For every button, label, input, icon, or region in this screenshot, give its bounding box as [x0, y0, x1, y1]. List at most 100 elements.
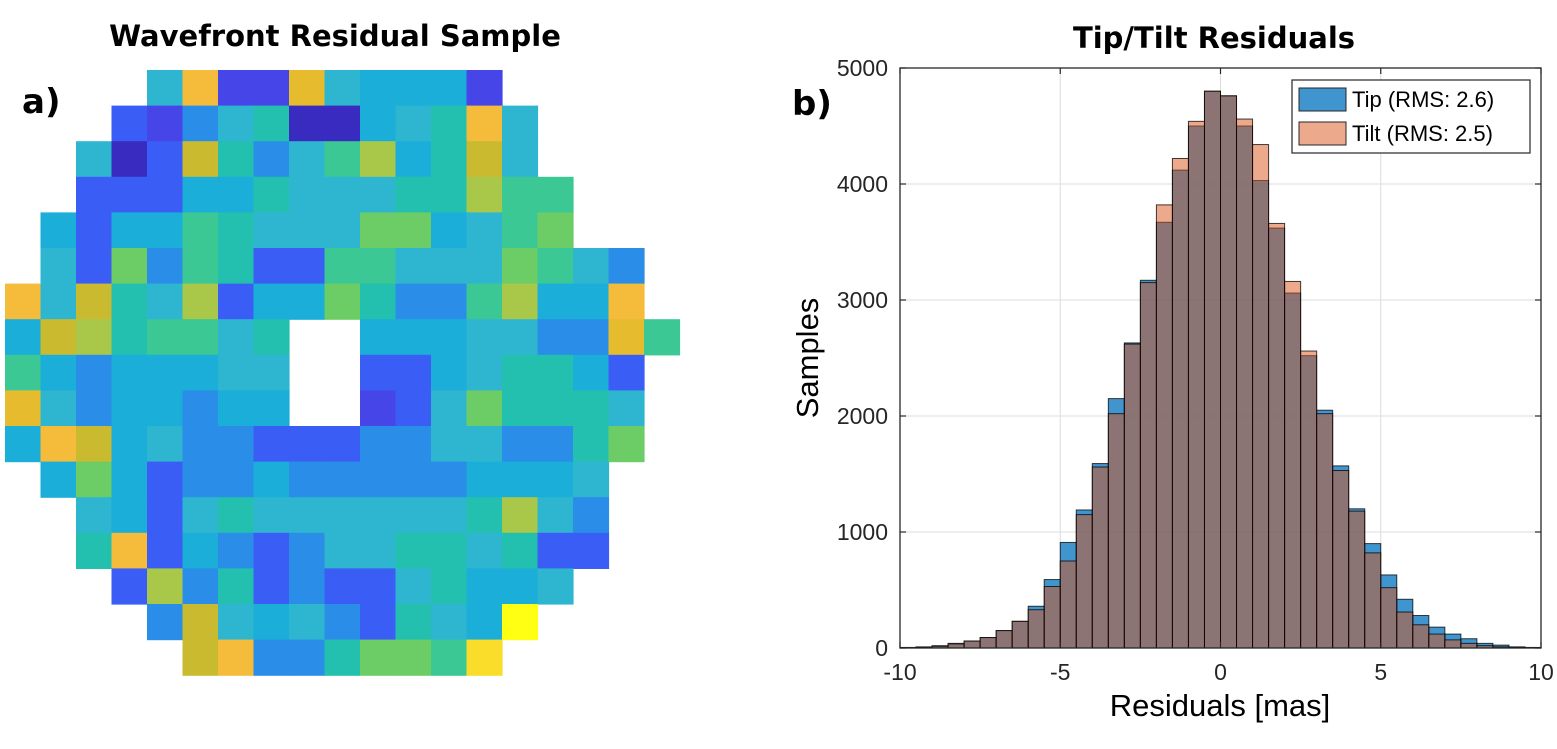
heatmap-cell: [395, 319, 432, 356]
heatmap-cell: [537, 390, 574, 427]
heatmap-cell: [466, 283, 503, 320]
heatmap-cell: [218, 70, 255, 107]
heatmap-cell: [608, 426, 645, 463]
bar-tilt: [1300, 350, 1318, 649]
heatmap-cell: [76, 319, 113, 356]
heatmap-cell: [395, 283, 432, 320]
heatmap-cell: [147, 283, 184, 320]
heatmap-cell: [289, 70, 326, 107]
heatmap-cell: [76, 497, 113, 534]
heatmap-cell: [466, 141, 503, 178]
heatmap-cell: [360, 248, 397, 285]
heatmap-cell: [147, 105, 184, 142]
heatmap-cell: [573, 248, 610, 285]
heatmap-cell: [182, 176, 219, 213]
heatmap-cell: [360, 639, 397, 676]
heatmap-cell: [395, 354, 432, 391]
heatmap-cell: [573, 532, 610, 569]
bar-tilt: [1444, 639, 1462, 649]
heatmap-cell: [324, 141, 361, 178]
heatmap-cell: [289, 176, 326, 213]
heatmap-cell: [502, 497, 539, 534]
heatmap-cell: [395, 497, 432, 534]
heatmap-cell: [573, 390, 610, 427]
heatmap-cell: [289, 568, 326, 605]
heatmap-cell: [218, 390, 255, 427]
heatmap-cell: [182, 532, 219, 569]
heatmap-cell: [502, 283, 539, 320]
heatmap-cell: [502, 176, 539, 213]
heatmap-cell: [40, 461, 77, 498]
y-tick-label: 3000: [837, 287, 888, 313]
heatmap-cell: [253, 319, 290, 356]
heatmap-cell: [431, 176, 468, 213]
heatmap-cell: [573, 497, 610, 534]
heatmap-cell: [395, 532, 432, 569]
heatmap-cell: [431, 141, 468, 178]
heatmap-cell: [253, 105, 290, 142]
heatmap-cell: [218, 141, 255, 178]
legend: Tip (RMS: 2.6) Tilt (RMS: 2.5): [1291, 79, 1531, 154]
heatmap-cell: [324, 604, 361, 641]
heatmap-cell: [289, 639, 326, 676]
heatmap-cell: [431, 248, 468, 285]
heatmap-cell: [5, 283, 42, 320]
heatmap-cell: [182, 461, 219, 498]
heatmap-cell: [76, 248, 113, 285]
y-tick-label: 1000: [837, 519, 888, 545]
heatmap-cell: [537, 426, 574, 463]
heatmap-cell: [360, 176, 397, 213]
heatmap-cell: [218, 283, 255, 320]
heatmap-cell: [360, 390, 397, 427]
heatmap-cell: [218, 497, 255, 534]
heatmap-cell: [466, 176, 503, 213]
heatmap-cell: [111, 319, 148, 356]
heatmap-cell: [395, 568, 432, 605]
heatmap-cell: [395, 248, 432, 285]
heatmap-cell: [431, 105, 468, 142]
heatmap-cell: [324, 426, 361, 463]
heatmap-cell: [537, 212, 574, 249]
heatmap-cell: [502, 212, 539, 249]
heatmap-cell: [360, 283, 397, 320]
heatmap-cell: [395, 390, 432, 427]
heatmap-cell: [147, 461, 184, 498]
heatmap-cell: [40, 426, 77, 463]
heatmap-cell: [182, 212, 219, 249]
heatmap-cell: [395, 70, 432, 107]
heatmap-cell: [395, 212, 432, 249]
heatmap-cell: [466, 105, 503, 142]
heatmap-cell: [360, 532, 397, 569]
heatmap-cell: [395, 141, 432, 178]
heatmap-cell: [147, 426, 184, 463]
heatmap-cell: [253, 176, 290, 213]
heatmap-cell: [147, 390, 184, 427]
heatmap-cell: [76, 354, 113, 391]
x-axis-label: Residuals [mas]: [1110, 688, 1331, 723]
heatmap-cell: [395, 639, 432, 676]
heatmap-cell: [466, 497, 503, 534]
heatmap-cell: [253, 532, 290, 569]
heatmap-cell: [431, 568, 468, 605]
heatmap-cell: [40, 319, 77, 356]
heatmap-cell: [218, 532, 255, 569]
y-tick-label: 5000: [837, 55, 888, 81]
x-tick-label: -5: [1050, 659, 1070, 685]
heatmap-cell: [182, 354, 219, 391]
bar-tilt: [1139, 282, 1157, 649]
heatmap-cell: [537, 354, 574, 391]
bar-tilt: [1155, 204, 1173, 649]
heatmap-cell: [253, 497, 290, 534]
heatmap-cell: [111, 248, 148, 285]
heatmap-cell: [111, 497, 148, 534]
bar-tilt: [1284, 280, 1302, 649]
heatmap-cell: [147, 568, 184, 605]
bar-tilt: [1011, 620, 1029, 649]
heatmap-cell: [76, 461, 113, 498]
heatmap-cell: [111, 354, 148, 391]
heatmap-cell: [537, 497, 574, 534]
heatmap-cell: [76, 176, 113, 213]
heatmap-cell: [466, 319, 503, 356]
bar-tilt: [1171, 157, 1189, 649]
heatmap-cell: [289, 212, 326, 249]
